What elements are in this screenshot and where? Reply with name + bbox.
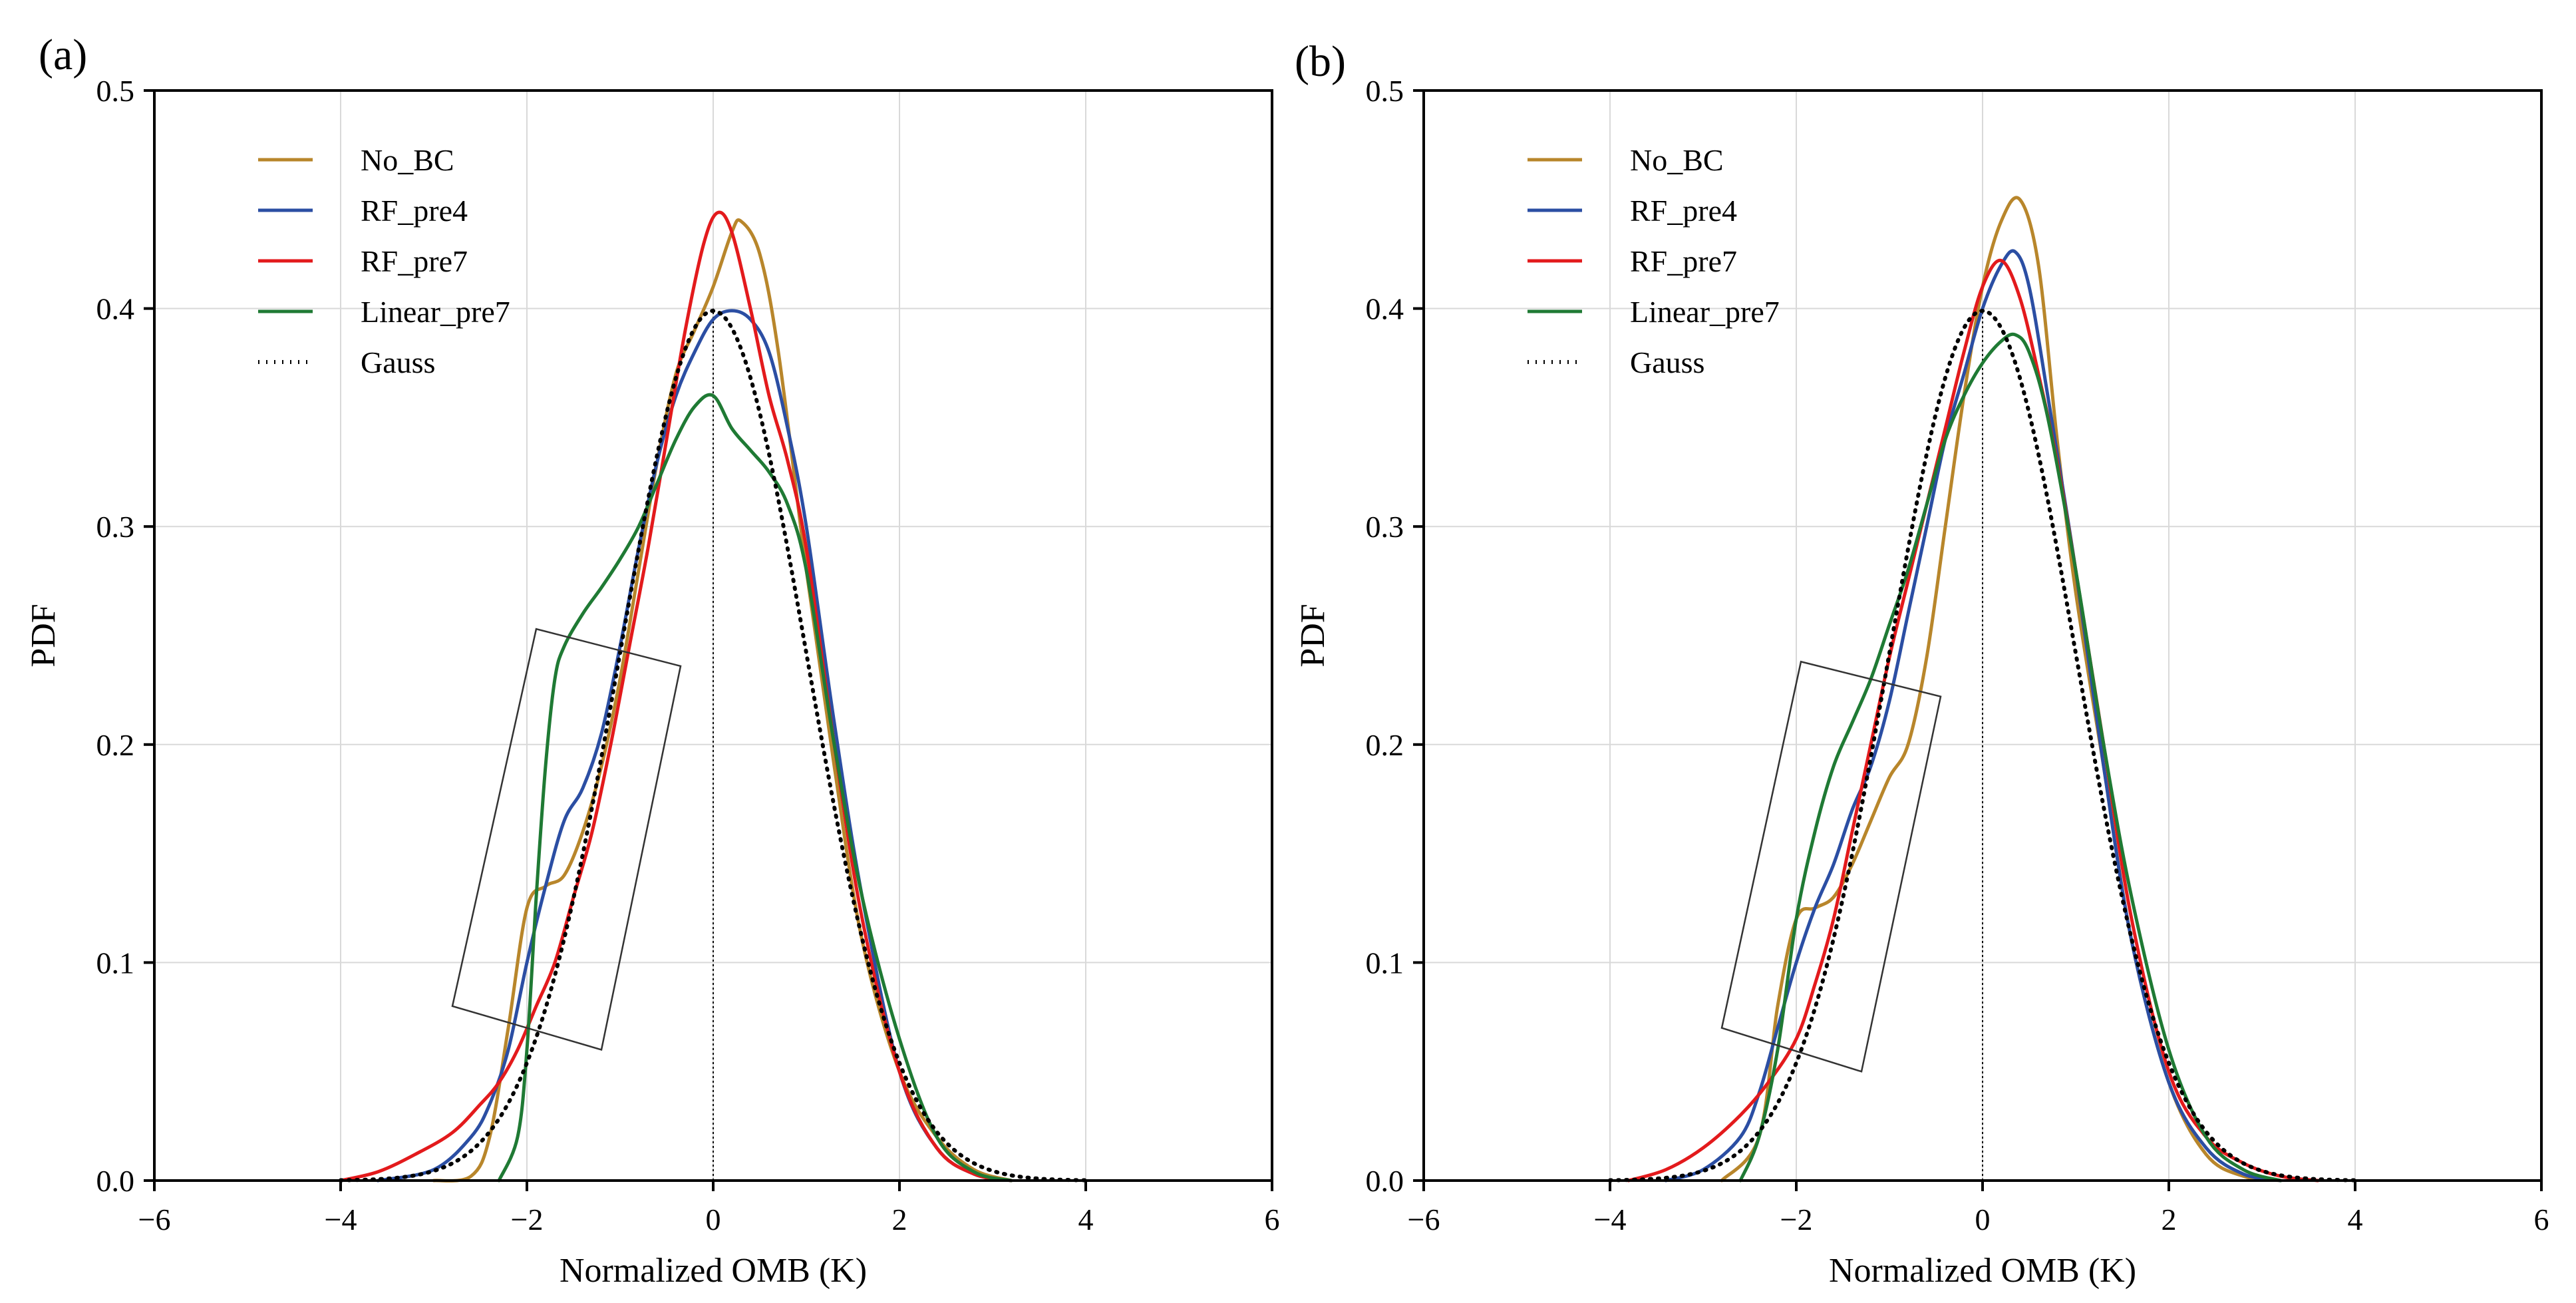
panel-label: (b): [1295, 37, 1346, 86]
legend-label-linear-pre7: Linear_pre7: [361, 295, 510, 329]
x-tick-label: 4: [1078, 1203, 1094, 1236]
series-line-gauss: [339, 309, 1088, 1183]
x-tick-label: 6: [2534, 1203, 2549, 1236]
y-tick-label: 0.3: [96, 510, 135, 544]
series-line-linear-pre7: [1738, 332, 2283, 1183]
x-tick-label: 0: [706, 1203, 721, 1236]
series-line-rf-pre7: [1627, 258, 2320, 1183]
legend-label-gauss: Gauss: [361, 345, 435, 379]
x-tick-label: −6: [1408, 1203, 1440, 1236]
y-tick-label: 0.1: [1366, 946, 1404, 980]
legend-label-rf-pre4: RF_pre4: [361, 194, 468, 228]
x-tick-label: −2: [1780, 1203, 1813, 1236]
legend-label-no-bc: No_BC: [361, 143, 454, 177]
panel-label: (a): [39, 31, 87, 79]
legend-label-rf-pre4: RF_pre4: [1630, 194, 1737, 228]
x-tick-label: −6: [138, 1203, 171, 1236]
x-tick-label: −4: [325, 1203, 357, 1236]
y-tick-label: 0.0: [96, 1164, 135, 1198]
y-axis-title: PDF: [25, 604, 63, 667]
series-line-gauss: [1608, 309, 2357, 1183]
panel-b: −6 −4 −2 0 2 4 6 0.0 0.1 0.2 0.3 0.4 0.5 Normalized O…: [1294, 37, 2549, 1290]
inset-highlight-box: [1720, 660, 1942, 1073]
y-tick-label: 0.1: [96, 946, 135, 980]
x-tick-label: 2: [2162, 1203, 2177, 1236]
x-tick-label: −4: [1594, 1203, 1627, 1236]
series-line-rf-pre4: [376, 309, 1013, 1183]
x-axis-title: Normalized OMB (K): [1829, 1252, 2136, 1290]
series-line-rf-pre7: [339, 210, 1013, 1183]
legend-label-rf-pre7: RF_pre7: [361, 244, 468, 278]
legend-label-no-bc: No_BC: [1630, 143, 1724, 177]
x-tick-label: 2: [892, 1203, 907, 1236]
y-tick-label: 0.5: [96, 74, 135, 108]
x-tick-label: 0: [1975, 1203, 1991, 1236]
series-line-linear-pre7: [497, 393, 1013, 1183]
y-tick-label: 0.2: [1366, 728, 1404, 762]
x-tick-label: 4: [2348, 1203, 2363, 1236]
x-axis-title: Normalized OMB (K): [560, 1252, 867, 1290]
y-axis-title: PDF: [1294, 604, 1332, 667]
legend-label-gauss: Gauss: [1630, 345, 1704, 379]
series-line-rf-pre4: [1664, 249, 2283, 1183]
y-tick-label: 0.4: [1366, 292, 1404, 326]
legend-label-rf-pre7: RF_pre7: [1630, 244, 1737, 278]
y-tick-label: 0.2: [96, 728, 135, 762]
y-tick-label: 0.5: [1366, 74, 1404, 108]
y-tick-label: 0.3: [1366, 510, 1404, 544]
y-tick-label: 0.4: [96, 292, 135, 326]
inset-highlight-box: [451, 628, 682, 1051]
legend-label-linear-pre7: Linear_pre7: [1630, 295, 1780, 329]
y-tick-label: 0.0: [1366, 1164, 1404, 1198]
x-tick-label: −2: [511, 1203, 544, 1236]
panel-a: −6 −4 −2 0 2 4 6 0.0 0.1 0.2 0.3 0.4 0.5 Normalized O…: [25, 31, 1280, 1290]
x-tick-label: 6: [1265, 1203, 1280, 1236]
